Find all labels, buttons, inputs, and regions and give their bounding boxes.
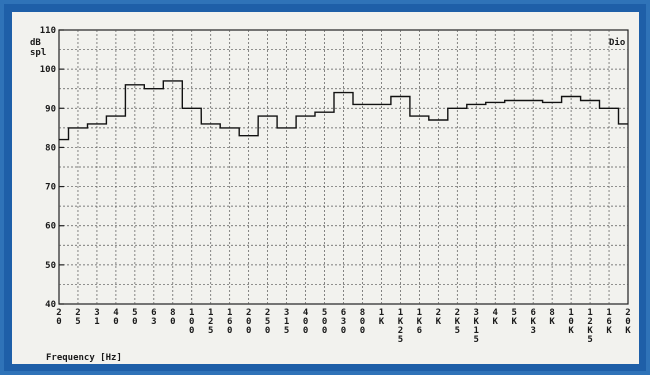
y-tick-label: 70 <box>45 183 56 193</box>
y-tick-label: 90 <box>45 104 56 114</box>
x-axis-ticks: 2 0 2 5 3 1 4 0 5 0 6 3 8 0 1 0 0 1 2 5 1 6 0 2 0 0 2 5 0 3 1 5 4 0 0 5 0 0 6 3… <box>56 308 631 345</box>
y-tick-label: 80 <box>45 143 56 153</box>
y-tick-label: 100 <box>40 65 56 75</box>
grid <box>58 29 629 305</box>
y-axis-ticks: 40 50 60 70 80 90 100 110 <box>40 26 64 310</box>
y-axis-label-line2: spl <box>30 48 46 58</box>
response-curve <box>59 80 628 141</box>
y-tick-label: 60 <box>45 222 56 232</box>
x-axis-label: Frequency [Hz] <box>46 353 122 363</box>
y-axis-label-line1: dB <box>30 38 41 48</box>
y-tick-label: 50 <box>45 261 56 271</box>
y-tick-label: 110 <box>40 26 56 36</box>
corner-label: Dio <box>609 37 625 48</box>
frequency-response-chart: 40 50 60 70 80 90 100 110 2 0 2 5 3 1 4 0 5 0 6 3 8 0 1 0 0 1 2 5 1… <box>30 26 631 363</box>
y-tick-label: 40 <box>45 300 56 310</box>
